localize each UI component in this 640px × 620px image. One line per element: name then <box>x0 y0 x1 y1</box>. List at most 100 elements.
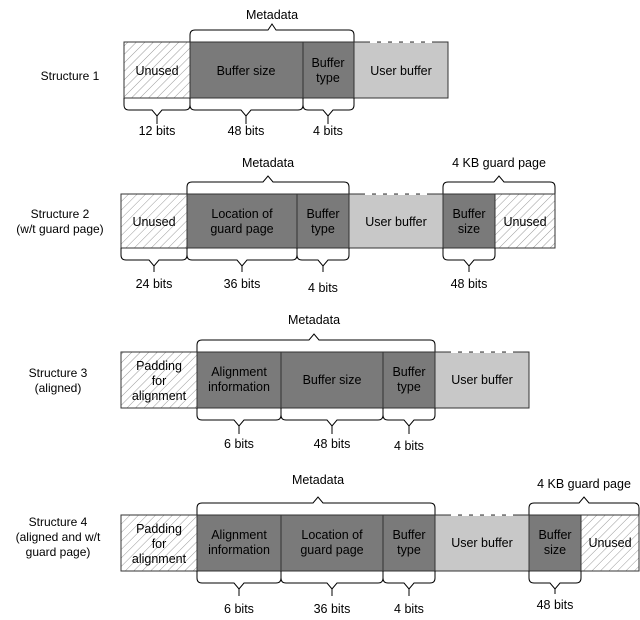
structure-4-bits-brace-1 <box>196 571 282 590</box>
structure-1-bits-brace-2 <box>189 98 304 117</box>
structure-2-metadata-brace <box>186 175 350 194</box>
structure-4-seg-alignment-l2: information <box>208 543 270 557</box>
structure-3-seg-buffer-size: Buffer size <box>303 373 362 387</box>
structure-2-bits-brace-1 <box>120 248 188 267</box>
structure-2-guard-brace <box>442 175 556 194</box>
structure-2-seg-user-buffer: User buffer <box>365 215 427 229</box>
structure-2-location-segment <box>186 193 298 249</box>
structure-3-seg-padding-l3: alignment <box>132 389 187 403</box>
structure-3-bits-brace-3 <box>382 408 436 427</box>
structure-4-seg-buffer-type-l1: Buffer <box>392 528 425 542</box>
structure-4-seg-user-buffer: User buffer <box>451 536 513 550</box>
structure-3-seg-buffer-type-l1: Buffer <box>392 365 425 379</box>
structure-4-unused-segment <box>580 514 640 572</box>
structure-3-bits-1: 6 bits <box>224 437 254 451</box>
structure-4-label: Structure 4 <box>29 515 88 529</box>
structure-3-bits-brace-1 <box>196 408 282 427</box>
structure-1-bits-2: 48 bits <box>228 124 265 138</box>
structure-2-label: Structure 2 <box>31 207 90 221</box>
structure-2-buffer-size-segment <box>442 193 496 249</box>
structure-1-seg-buffer-type-l2: type <box>316 71 340 85</box>
structure-3-metadata-label: Metadata <box>288 313 340 327</box>
structure-4-seg-buffer-size-l2: size <box>544 543 566 557</box>
structure-4-guard-brace <box>528 496 640 515</box>
structure-2: Structure 2 (w/t guard page) Metadata 4 … <box>16 156 556 295</box>
structure-2-user-buffer-segment <box>348 193 444 249</box>
structure-4-sublabel-2: guard page) <box>26 545 91 559</box>
structure-4-seg-buffer-type-l2: type <box>397 543 421 557</box>
structure-1-metadata-label: Metadata <box>246 8 298 22</box>
structure-4: Structure 4 (aligned and w/t guard page)… <box>16 473 640 616</box>
structure-2-seg-unused: Unused <box>132 215 175 229</box>
structure-3-seg-alignment-l1: Alignment <box>211 365 267 379</box>
structure-1-bits-brace-3 <box>302 98 355 117</box>
structure-2-seg-buffer-size-l1: Buffer <box>452 207 485 221</box>
structure-3-buffer-size-segment <box>280 351 384 409</box>
structure-4-guard-label: 4 KB guard page <box>537 477 631 491</box>
structure-1-seg-user-buffer: User buffer <box>370 64 432 78</box>
structure-4-metadata-label: Metadata <box>292 473 344 487</box>
structure-4-buffer-size-segment <box>528 514 582 572</box>
structure-2-bits-2: 36 bits <box>224 277 261 291</box>
structure-4-seg-padding-l3: alignment <box>132 552 187 566</box>
structure-3: Structure 3 (aligned) Metadata Padding f… <box>29 313 530 453</box>
structure-4-metadata-brace <box>196 496 436 515</box>
structure-2-guard-label: 4 KB guard page <box>452 156 546 170</box>
structure-2-buffer-type-segment <box>296 193 350 249</box>
structure-4-seg-padding-l1: Padding <box>136 522 182 536</box>
structure-2-sublabel: (w/t guard page) <box>16 222 103 236</box>
structure-4-bits-1: 6 bits <box>224 602 254 616</box>
structure-1-bits-3: 4 bits <box>313 124 343 138</box>
structure-1-seg-unused: Unused <box>135 64 178 78</box>
structure-1: Structure 1 Metadata Unused Buffer size … <box>41 8 449 138</box>
structure-4-bits-brace-2 <box>280 571 384 590</box>
structure-2-bits-1: 24 bits <box>136 277 173 291</box>
structure-3-seg-alignment-l2: information <box>208 380 270 394</box>
structure-4-bits-brace-4 <box>528 571 582 590</box>
structure-4-seg-location-l1: Location of <box>301 528 363 542</box>
structure-4-bits-brace-3 <box>382 571 436 590</box>
structure-4-padding-segment <box>120 514 198 572</box>
structure-2-unused-segment <box>120 193 188 249</box>
structure-2-seg-buffer-type-l1: Buffer <box>306 207 339 221</box>
structure-4-alignment-segment <box>196 514 282 572</box>
structure-3-bits-3: 4 bits <box>394 439 424 453</box>
structure-4-bits-3: 4 bits <box>394 602 424 616</box>
structure-4-seg-location-l2: guard page <box>300 543 363 557</box>
structure-1-seg-buffer-type-l1: Buffer <box>311 56 344 70</box>
structure-2-bits-brace-4 <box>442 248 496 267</box>
structure-4-seg-unused: Unused <box>588 536 631 550</box>
structure-3-seg-user-buffer: User buffer <box>451 373 513 387</box>
structure-2-seg-unused-end: Unused <box>503 215 546 229</box>
structure-1-seg-buffer-size: Buffer size <box>217 64 276 78</box>
structure-4-seg-buffer-size-l1: Buffer <box>538 528 571 542</box>
structure-2-seg-buffer-type-l2: type <box>311 222 335 236</box>
structure-2-seg-location-l2: guard page <box>210 222 273 236</box>
structure-3-seg-padding-l2: for <box>152 374 167 388</box>
structure-4-user-buffer-segment <box>434 514 530 572</box>
structure-4-location-segment <box>280 514 384 572</box>
structure-4-seg-alignment-l1: Alignment <box>211 528 267 542</box>
structure-2-bits-4: 48 bits <box>451 277 488 291</box>
structure-2-bits-brace-3 <box>296 248 350 267</box>
structure-2-bits-brace-2 <box>186 248 298 267</box>
structure-3-metadata-brace <box>196 333 436 352</box>
structure-4-sublabel: (aligned and w/t <box>16 530 101 544</box>
structure-3-sublabel: (aligned) <box>35 381 82 395</box>
structure-1-user-buffer-segment <box>353 41 449 99</box>
structure-2-seg-buffer-size-l2: size <box>458 222 480 236</box>
structure-1-buffer-type-segment <box>302 41 355 99</box>
structure-1-label: Structure 1 <box>41 69 100 83</box>
structure-4-bits-4: 48 bits <box>537 598 574 612</box>
structure-2-unused-end-segment <box>494 193 556 249</box>
structure-1-unused-segment <box>123 41 191 99</box>
structure-3-seg-padding-l1: Padding <box>136 359 182 373</box>
structure-4-bits-2: 36 bits <box>314 602 351 616</box>
structure-4-seg-padding-l2: for <box>152 537 167 551</box>
structure-3-user-buffer-segment <box>434 351 530 409</box>
structure-1-metadata-brace <box>189 23 355 42</box>
structure-3-bits-brace-2 <box>280 408 384 427</box>
structure-2-bits-3: 4 bits <box>308 281 338 295</box>
structure-2-seg-location-l1: Location of <box>211 207 273 221</box>
